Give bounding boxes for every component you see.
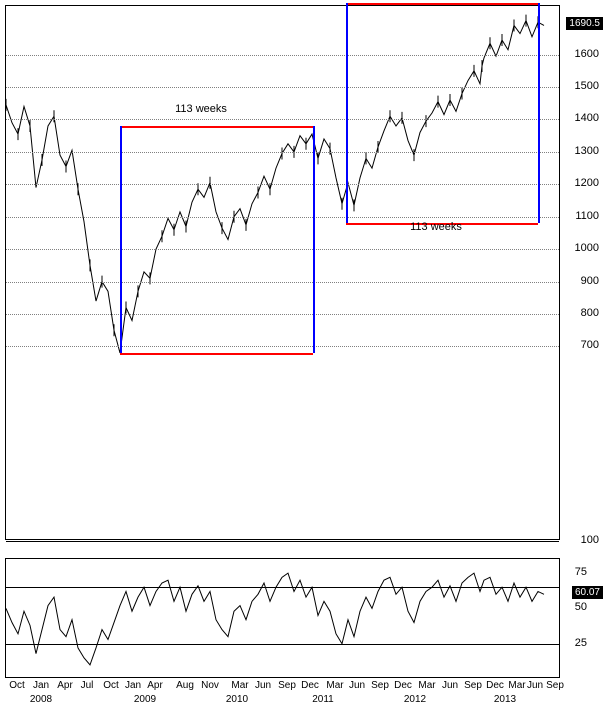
y-axis-label: 900: [581, 275, 599, 287]
y-axis-label: 1100: [575, 210, 599, 222]
annotation-box-edge: [538, 3, 540, 223]
gridline: [6, 314, 559, 315]
gridline: [6, 87, 559, 88]
x-axis-month-label: Jun: [442, 680, 458, 691]
x-axis: OctJanAprJulOctJanAprAugNovMarJunSepDecM…: [5, 680, 560, 715]
x-axis-month-label: Mar: [326, 680, 343, 691]
gridline: [6, 217, 559, 218]
y-axis-label: 75: [575, 566, 587, 578]
annotation-box-edge: [346, 3, 538, 5]
annotation-box-edge: [120, 126, 122, 353]
x-axis-month-label: Jul: [81, 680, 94, 691]
x-axis-month-label: Apr: [147, 680, 163, 691]
gridline: [6, 184, 559, 185]
y-axis-label: 700: [581, 339, 599, 351]
gridline: [6, 282, 559, 283]
oscillator-value-tag: 60.07: [572, 586, 603, 599]
lower-oscillator-panel: 255075 60.07: [5, 558, 560, 678]
x-axis-month-label: Dec: [301, 680, 319, 691]
x-axis-month-label: Mar: [231, 680, 248, 691]
y-axis-label: 50: [575, 601, 587, 613]
x-axis-month-label: Jun: [349, 680, 365, 691]
x-axis-month-label: Mar: [508, 680, 525, 691]
y-axis-label: 1300: [575, 145, 599, 157]
lower-chart-svg: [6, 559, 561, 679]
x-axis-month-label: Jun: [527, 680, 543, 691]
x-axis-month-label: Dec: [394, 680, 412, 691]
y-axis-label: 100: [581, 534, 599, 546]
x-axis-month-label: Jan: [125, 680, 141, 691]
x-axis-month-label: Oct: [103, 680, 119, 691]
y-axis-label: 1600: [575, 48, 599, 60]
x-axis-year-label: 2010: [226, 694, 248, 705]
x-axis-year-label: 2011: [312, 694, 334, 705]
current-price-tag: 1690.5: [566, 17, 603, 30]
y-axis-label: 800: [581, 307, 599, 319]
annotation-box-edge: [120, 353, 313, 355]
gridline: [6, 249, 559, 250]
y-axis-label: 1500: [575, 80, 599, 92]
x-axis-year-label: 2008: [30, 694, 52, 705]
x-axis-month-label: Jan: [33, 680, 49, 691]
x-axis-year-label: 2012: [404, 694, 426, 705]
x-axis-month-label: Sep: [278, 680, 296, 691]
x-axis-month-label: Sep: [464, 680, 482, 691]
y-axis-label: 1400: [575, 112, 599, 124]
y-axis-label: 1000: [575, 242, 599, 254]
gridline: [6, 119, 559, 120]
y-axis-label: 1200: [575, 177, 599, 189]
gridline: [6, 152, 559, 153]
y-axis-label: 25: [575, 637, 587, 649]
annotation-box-edge: [313, 126, 315, 353]
threshold-line: [6, 587, 559, 588]
x-axis-month-label: Dec: [486, 680, 504, 691]
annotation-box-edge: [346, 3, 348, 223]
x-axis-month-label: Sep: [371, 680, 389, 691]
x-axis-month-label: Oct: [9, 680, 25, 691]
annotation-label: 113 weeks: [175, 103, 227, 115]
x-axis-month-label: Nov: [201, 680, 219, 691]
annotation-label: 113 weeks: [410, 221, 462, 233]
x-axis-month-label: Apr: [57, 680, 73, 691]
x-axis-month-label: Sep: [546, 680, 564, 691]
main-price-panel: 7008009001000110012001300140015001600100…: [5, 5, 560, 540]
gridline: [6, 55, 559, 56]
x-axis-year-label: 2013: [494, 694, 516, 705]
chart-container: 700 800 900 1000 1100 1200 1300 1400 1500 1600 100…: [0, 0, 604, 720]
annotation-box-edge: [120, 126, 313, 128]
x-axis-year-label: 2009: [134, 694, 156, 705]
x-axis-month-label: Mar: [418, 680, 435, 691]
x-axis-month-label: Aug: [176, 680, 194, 691]
threshold-line: [6, 644, 559, 645]
panel-divider: [6, 541, 559, 542]
x-axis-month-label: Jun: [255, 680, 271, 691]
gridline: [6, 346, 559, 347]
